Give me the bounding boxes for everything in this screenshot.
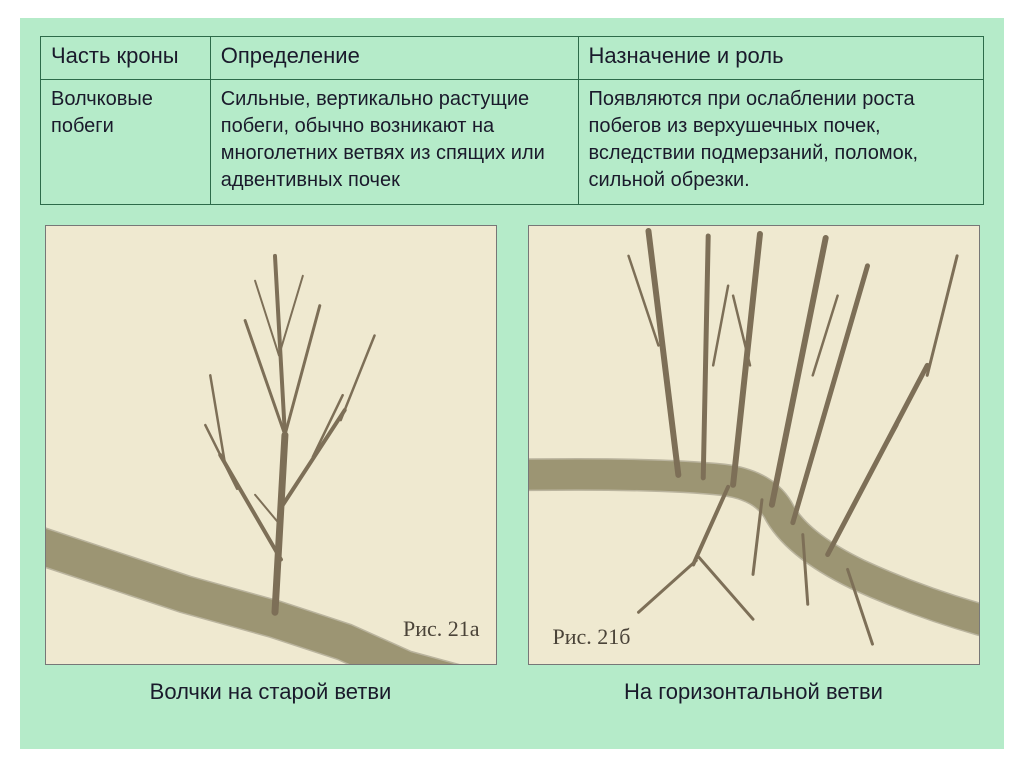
page-root: { "colors": { "page_bg": "#b5ebc9", "tab… [20, 18, 1004, 749]
figure-21b-svg [529, 226, 979, 664]
table-header-row: Часть кроны Определение Назначение и рол… [41, 37, 984, 80]
col-header-definition: Определение [210, 37, 578, 80]
figure-21b-caption: На горизонтальной ветви [624, 679, 883, 705]
col-header-role: Назначение и роль [578, 37, 984, 80]
col-header-crown-part: Часть кроны [41, 37, 211, 80]
figure-21a-frame: Рис. 21а [45, 225, 497, 665]
figure-21a: Рис. 21а Волчки на старой ветви [42, 225, 499, 705]
cell-definition: Сильные, вертикально растущие побеги, об… [210, 80, 578, 205]
figures-row: Рис. 21а Волчки на старой ветви Рис. 21б… [40, 225, 984, 705]
table-row: Волчковые побеги Сильные, вертикально ра… [41, 80, 984, 205]
figure-21a-inside-label: Рис. 21а [403, 616, 480, 642]
figure-21a-svg [46, 226, 496, 664]
cell-role: Появляются при ослаблении роста побегов … [578, 80, 984, 205]
figure-21b-frame: Рис. 21б [528, 225, 980, 665]
cell-crown-part: Волчковые побеги [41, 80, 211, 205]
figure-21b: Рис. 21б На горизонтальной ветви [525, 225, 982, 705]
definition-table: Часть кроны Определение Назначение и рол… [40, 36, 984, 205]
figure-21b-inside-label: Рис. 21б [553, 624, 631, 650]
figure-21a-caption: Волчки на старой ветви [150, 679, 392, 705]
